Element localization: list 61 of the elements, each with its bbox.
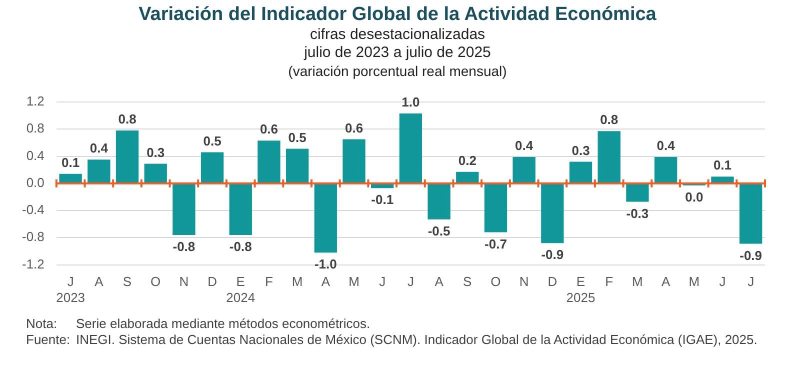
data-label: -1.0 — [314, 256, 337, 272]
data-label: 0.0 — [685, 190, 704, 205]
x-tick-label: A — [661, 274, 670, 290]
x-tick-label: J — [379, 274, 386, 290]
data-label: -0.1 — [371, 192, 394, 208]
data-label: 0.4 — [515, 138, 534, 154]
x-tick-label: A — [321, 274, 330, 290]
data-label: 0.5 — [203, 133, 222, 148]
x-tick-label: S — [122, 274, 132, 290]
data-label: 0.3 — [146, 144, 165, 160]
x-tick-label: D — [548, 274, 558, 290]
y-tick-label: 0.4 — [26, 148, 44, 163]
x-tick-label: M — [292, 274, 303, 290]
x-tick-label: S — [463, 274, 472, 290]
x-tick-label: M — [348, 274, 360, 290]
x-tick-label: F — [265, 274, 274, 290]
x-tick-label: O — [490, 274, 501, 290]
data-label: 0.5 — [288, 130, 306, 145]
text: Nota: Serie elaborada mediante métodos econométricos. — [26, 316, 370, 331]
data-label: 0.8 — [118, 112, 136, 127]
x-tick-label: N — [519, 274, 529, 290]
x-tick-label: E 2024 — [226, 274, 256, 305]
y-tick-label: 1.2 — [26, 94, 44, 109]
data-label: 0.3 — [572, 142, 590, 158]
data-label: 0.6 — [260, 122, 278, 137]
x-tick-label: F — [605, 274, 614, 290]
data-label: -0.9 — [541, 247, 564, 262]
y-tick-label: -1.2 — [22, 256, 44, 272]
y-tick-label: -0.4 — [22, 202, 44, 218]
data-label: -0.8 — [172, 239, 196, 254]
data-label: 0.4 — [656, 138, 676, 154]
y-tick-label: 0.0 — [26, 174, 44, 190]
data-label: 0.1 — [713, 158, 732, 173]
x-tick-label: J — [719, 274, 726, 290]
x-tick-label: D — [208, 274, 217, 290]
data-label: -0.5 — [428, 223, 450, 238]
data-label: 0.8 — [600, 112, 618, 128]
chart-title: Variación del Indicador Global de la Actividad Económica — [138, 4, 658, 26]
source-note: Fuente: INEGI. Sistema de Cuentas Nacionales de México (SCNM). Indicador Global de la Actividad Económica (IGAE), 2025. — [26, 332, 758, 348]
x-tick-label: J — [748, 274, 754, 290]
data-label: -0.3 — [626, 206, 649, 221]
data-label: 0.2 — [458, 152, 476, 168]
x-tick-label: O — [150, 274, 161, 290]
data-label: 0.4 — [90, 140, 109, 156]
data-label: 1.0 — [402, 94, 420, 110]
chart-subtitle: cifras desestacionalizadas julio de 2023 a julio de 2025 (variación porcentual real mensual) — [287, 26, 508, 80]
y-tick-label: 0.8 — [26, 120, 44, 136]
data-label: -0.9 — [740, 248, 762, 263]
data-label: -0.8 — [229, 239, 252, 254]
x-tick-label: J — [407, 274, 414, 290]
x-tick-label: J 2023 — [56, 274, 86, 305]
x-tick-label: A — [434, 274, 444, 290]
y-tick-label: -0.8 — [22, 229, 44, 244]
x-tick-label: N — [179, 274, 189, 290]
x-tick-label: M — [632, 274, 643, 290]
x-tick-label: E 2025 — [566, 274, 596, 305]
data-label: 0.1 — [62, 154, 80, 170]
data-label: 0.6 — [344, 120, 364, 136]
data-label: -0.7 — [484, 236, 507, 252]
x-tick-label: A — [94, 274, 104, 290]
x-tick-label: M — [688, 274, 700, 290]
